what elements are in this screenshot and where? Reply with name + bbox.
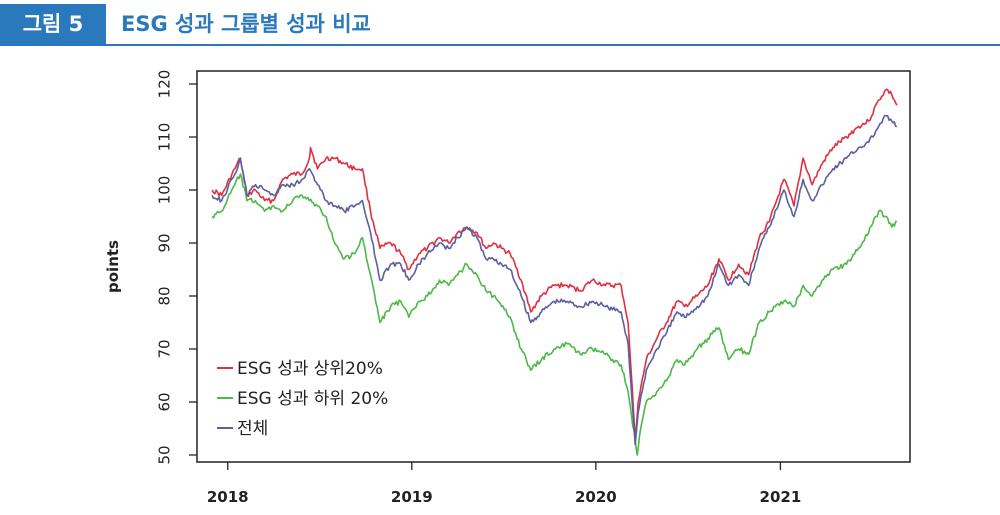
figure-header: 그림 5 ESG 성과 그룹별 성과 비교 xyxy=(0,4,1000,44)
x-axis: 2018 2019 2020 2021 xyxy=(207,462,801,506)
legend: ESG 성과 상위20% ESG 성과 하위 20% 전체 xyxy=(217,359,388,439)
y-tick-label: 110 xyxy=(156,123,174,152)
y-axis: 50 60 70 80 90 100 110 120 xyxy=(156,70,197,465)
x-tick-label: 2019 xyxy=(391,488,433,506)
legend-entry: ESG 성과 상위20% xyxy=(237,359,383,379)
y-tick-label: 100 xyxy=(156,176,174,205)
series-line xyxy=(211,173,898,456)
y-tick-label: 120 xyxy=(156,70,174,99)
x-tick-label: 2021 xyxy=(760,488,802,506)
series-layer xyxy=(211,88,898,456)
figure-number-badge: 그림 5 xyxy=(0,4,106,44)
header-divider xyxy=(0,44,1000,46)
series-line xyxy=(211,88,898,440)
figure-title: ESG 성과 그룹별 성과 비교 xyxy=(121,12,371,36)
legend-entry: 전체 xyxy=(237,419,268,439)
x-tick-label: 2020 xyxy=(575,488,617,506)
legend-entry: ESG 성과 하위 20% xyxy=(237,389,388,409)
y-tick-label: 80 xyxy=(156,286,174,305)
y-tick-label: 50 xyxy=(156,445,174,464)
y-tick-label: 90 xyxy=(156,233,174,252)
y-tick-label: 70 xyxy=(156,339,174,358)
y-axis-label: points xyxy=(104,240,122,293)
y-tick-label: 60 xyxy=(156,392,174,411)
series-line xyxy=(211,114,897,446)
plot-frame xyxy=(196,70,911,463)
x-tick-label: 2018 xyxy=(207,488,249,506)
